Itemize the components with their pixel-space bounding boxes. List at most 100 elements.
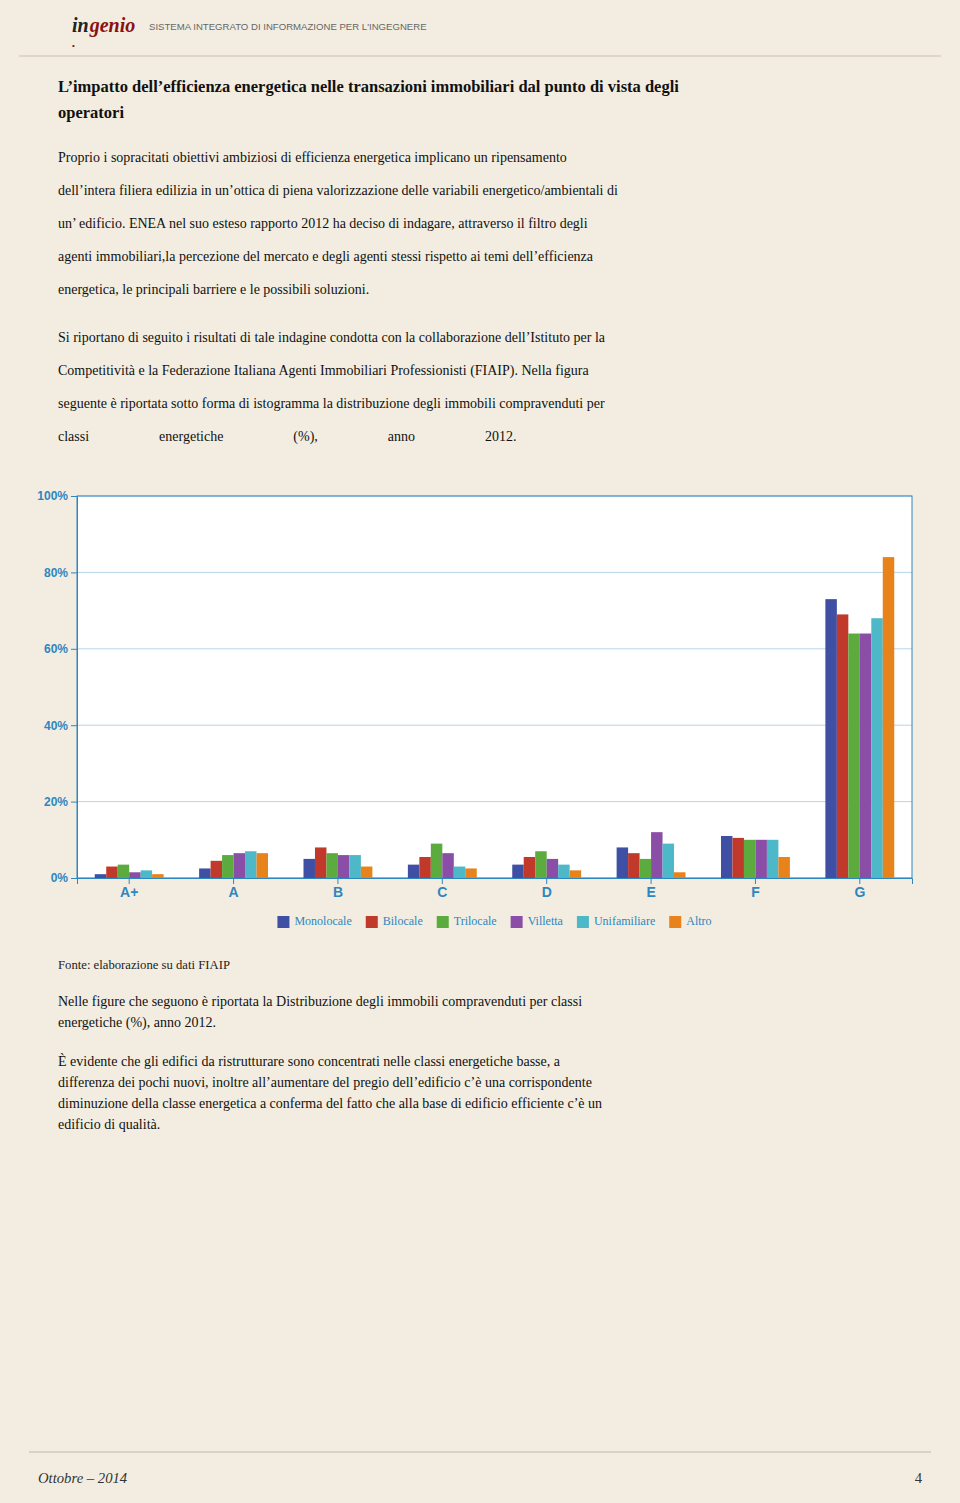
bar <box>744 840 755 878</box>
bar <box>512 865 523 878</box>
tick: D <box>542 878 552 900</box>
bar <box>199 868 210 878</box>
bar <box>408 865 419 878</box>
tick-label: A+ <box>120 884 138 900</box>
bar <box>211 861 222 878</box>
paragraph: seguente è riportata sotto forma di isto… <box>58 396 605 411</box>
bar <box>837 614 848 878</box>
tick: 20% <box>44 795 77 809</box>
paragraph: Proprio i sopracitati obiettivi ambizios… <box>58 150 567 165</box>
legend-swatch <box>366 916 378 928</box>
grid-line <box>77 572 912 573</box>
paragraph: classi energetiche (%), anno 2012. <box>58 429 517 445</box>
bar <box>118 865 129 878</box>
legend-label: Trilocale <box>454 914 497 928</box>
tick-label: C <box>437 884 447 900</box>
bar <box>349 855 360 878</box>
bar <box>465 868 476 878</box>
tick-label: E <box>646 884 655 900</box>
legend: MonolocaleBilocaleTrilocaleVillettaUnifa… <box>277 914 711 928</box>
tick: 0% <box>51 871 77 885</box>
bar <box>558 865 569 878</box>
paragraph: un’ edificio. ENEA nel suo esteso rappor… <box>58 216 588 231</box>
legend-swatch <box>669 916 681 928</box>
bar <box>419 857 430 878</box>
footer: Ottobre – 20144 <box>29 1452 931 1486</box>
bar <box>755 840 766 878</box>
bar <box>778 857 789 878</box>
paragraph: dell’intera filiera edilizia in un’ottic… <box>58 183 618 198</box>
paragraph: energetiche (%), anno 2012. <box>58 1015 216 1031</box>
tick: 100% <box>37 489 77 503</box>
tick: C <box>437 878 447 900</box>
grid-line <box>77 725 912 726</box>
tick: E <box>646 878 655 900</box>
footer-rule <box>29 1452 931 1453</box>
logo-dot: • <box>72 41 75 50</box>
bar <box>721 836 732 878</box>
bar <box>152 874 163 878</box>
text-block: Nelle figure che seguono è riportata la … <box>58 994 602 1132</box>
bar <box>245 851 256 878</box>
page-background <box>0 0 960 1503</box>
paragraph: È evidente che gli edifici da ristruttur… <box>58 1053 561 1069</box>
title: L’impatto dell’efficienza energetica nel… <box>58 77 679 96</box>
bar <box>767 840 778 878</box>
bar <box>535 851 546 878</box>
series <box>141 618 883 878</box>
tick-mark <box>71 496 77 497</box>
tick-label: 40% <box>44 719 68 733</box>
x-axis: A+ABCDEFG <box>78 878 913 900</box>
legend-swatch <box>277 916 289 928</box>
tick: B <box>333 878 343 900</box>
bar <box>338 855 349 878</box>
bar <box>129 872 140 878</box>
legend-label: Altro <box>686 914 711 928</box>
bar <box>848 634 859 878</box>
tick: G <box>854 878 865 900</box>
bar <box>234 853 245 878</box>
tick: 40% <box>44 719 77 733</box>
legend-swatch <box>577 916 589 928</box>
series <box>118 634 860 878</box>
bar <box>570 870 581 878</box>
bar <box>674 872 685 878</box>
chart: 0%20%40%60%80%100%A+ABCDEFG <box>37 489 912 900</box>
bar <box>640 859 651 878</box>
page: ingenio•SISTEMA INTEGRATO DI INFORMAZION… <box>0 0 960 1503</box>
tick: 60% <box>44 642 77 656</box>
bar <box>883 557 894 878</box>
bar <box>431 844 442 878</box>
tick-mark <box>71 878 77 879</box>
tick-label: 100% <box>37 489 68 503</box>
bar <box>141 870 152 878</box>
bar <box>628 853 639 878</box>
bar <box>617 847 628 878</box>
bar <box>860 634 871 878</box>
axis-line <box>71 497 78 879</box>
tick-mark <box>71 802 77 803</box>
bar <box>326 853 337 878</box>
paragraph: edificio di qualità. <box>58 1117 160 1132</box>
tick: F <box>751 878 760 900</box>
bar <box>547 859 558 878</box>
bar <box>871 618 882 878</box>
legend-item: Unifamiliare <box>577 914 655 928</box>
legend-item: Altro <box>669 914 711 928</box>
header-text: SISTEMA INTEGRATO DI INFORMAZIONE PER L'… <box>149 21 427 32</box>
paragraph: Si riportano di seguito i risultati di t… <box>58 330 606 345</box>
legend-label: Unifamiliare <box>594 914 655 928</box>
tick-label: D <box>542 884 552 900</box>
tick-mark <box>71 725 77 726</box>
grid-line <box>77 648 912 649</box>
grid <box>77 496 912 878</box>
bar <box>257 853 268 878</box>
bar <box>663 844 674 878</box>
tick: A+ <box>120 878 138 900</box>
series <box>106 614 848 878</box>
tick-label: 20% <box>44 795 68 809</box>
bar <box>825 599 836 878</box>
header-rule <box>19 56 941 57</box>
series <box>129 634 871 878</box>
bar <box>442 853 453 878</box>
